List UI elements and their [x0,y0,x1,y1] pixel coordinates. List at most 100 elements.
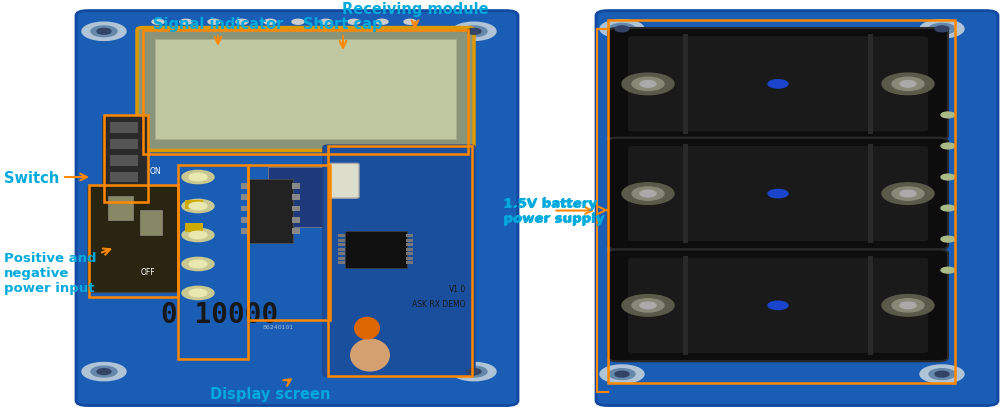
Circle shape [182,287,214,300]
Circle shape [941,206,955,211]
Circle shape [189,232,207,239]
Bar [178,165,248,359]
Bar [241,228,249,234]
Bar [248,180,293,244]
FancyBboxPatch shape [76,12,518,406]
Bar [268,167,323,227]
Text: 86240101: 86240101 [262,325,294,330]
Bar [338,262,345,265]
Circle shape [920,21,964,39]
Bar [292,217,300,223]
Circle shape [892,299,924,312]
Circle shape [882,183,934,205]
Bar [406,235,413,237]
Bar [338,248,345,251]
Text: 0 10000: 0 10000 [161,300,278,328]
Circle shape [632,299,664,312]
Ellipse shape [354,317,380,340]
Circle shape [600,21,644,39]
Circle shape [82,23,126,41]
Bar [110,156,138,166]
Bar [406,253,413,256]
Circle shape [208,20,220,25]
Text: Receiving module: Receiving module [342,2,488,28]
Circle shape [182,200,214,213]
Bar [338,239,345,242]
FancyBboxPatch shape [329,164,359,199]
Bar [143,31,468,155]
Text: ON: ON [149,167,161,176]
Circle shape [182,229,214,242]
Circle shape [292,20,304,25]
Circle shape [941,175,955,180]
Circle shape [180,20,192,25]
Bar [683,35,688,134]
Circle shape [452,363,496,381]
Bar [108,196,133,221]
Circle shape [632,78,664,91]
Circle shape [935,371,949,377]
Bar [683,256,688,355]
FancyBboxPatch shape [628,147,928,242]
Circle shape [929,24,955,35]
FancyBboxPatch shape [608,29,948,140]
Bar [345,231,407,268]
Bar [328,147,472,376]
Circle shape [632,188,664,201]
FancyBboxPatch shape [608,250,948,361]
Bar [241,217,249,223]
Bar [292,184,300,190]
Bar [292,195,300,201]
Circle shape [189,174,207,181]
Circle shape [941,237,955,242]
Bar [406,262,413,265]
Circle shape [941,144,955,150]
FancyBboxPatch shape [628,258,928,353]
Text: Signal indicator: Signal indicator [153,17,283,45]
Text: Display screen: Display screen [210,380,330,401]
Bar [110,123,138,133]
Bar [292,228,300,234]
Circle shape [900,81,916,88]
Circle shape [609,24,635,35]
Circle shape [892,188,924,201]
Circle shape [189,290,207,297]
Circle shape [264,20,276,25]
Bar [241,184,249,190]
FancyBboxPatch shape [323,146,475,376]
FancyBboxPatch shape [88,186,178,293]
Text: 1.5V battery
power supply: 1.5V battery power supply [503,197,604,225]
Bar [89,186,178,297]
Circle shape [189,261,207,268]
Text: ASK RX DEMO: ASK RX DEMO [412,299,466,308]
Bar [868,256,873,355]
Bar [110,140,138,150]
Circle shape [348,20,360,25]
Circle shape [320,20,332,25]
Circle shape [622,295,674,316]
Circle shape [467,369,481,375]
Text: Positive and
negative
power input: Positive and negative power input [4,249,110,294]
Circle shape [615,371,629,377]
Circle shape [376,20,388,25]
FancyBboxPatch shape [103,116,147,197]
Bar [241,195,249,201]
Bar [406,257,413,260]
Circle shape [768,190,788,198]
Bar [406,239,413,242]
Circle shape [640,191,656,197]
Bar [608,21,955,383]
Circle shape [882,295,934,316]
Circle shape [461,366,487,377]
Circle shape [920,365,964,383]
Circle shape [609,369,635,380]
FancyBboxPatch shape [596,12,998,406]
Bar [868,145,873,244]
Text: Switch: Switch [4,170,87,185]
Circle shape [461,27,487,38]
Text: Short cap: Short cap [303,17,383,49]
Bar [338,257,345,260]
Circle shape [467,29,481,35]
Bar [241,206,249,212]
Circle shape [892,78,924,91]
